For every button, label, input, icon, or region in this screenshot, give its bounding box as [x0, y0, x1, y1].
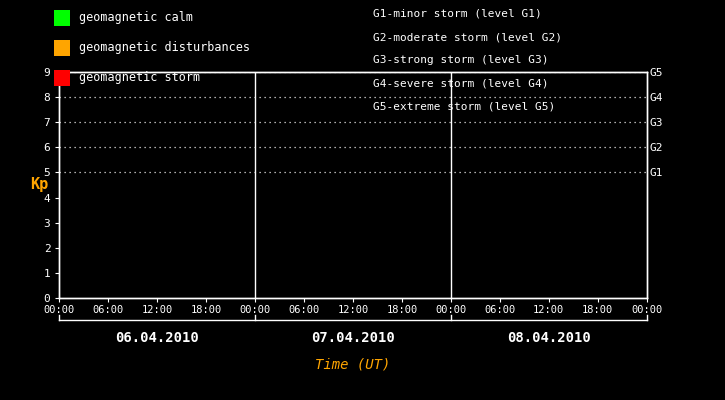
Text: 08.04.2010: 08.04.2010 [507, 331, 591, 345]
Text: geomagnetic disturbances: geomagnetic disturbances [79, 42, 250, 54]
Text: 07.04.2010: 07.04.2010 [311, 331, 395, 345]
Text: G4-severe storm (level G4): G4-severe storm (level G4) [373, 78, 549, 89]
Text: G5-extreme storm (level G5): G5-extreme storm (level G5) [373, 102, 555, 112]
Text: Time (UT): Time (UT) [315, 357, 391, 371]
Text: G1-minor storm (level G1): G1-minor storm (level G1) [373, 9, 542, 19]
Text: 06.04.2010: 06.04.2010 [115, 331, 199, 345]
Text: geomagnetic calm: geomagnetic calm [79, 12, 193, 24]
Text: G3-strong storm (level G3): G3-strong storm (level G3) [373, 56, 549, 66]
Text: G2-moderate storm (level G2): G2-moderate storm (level G2) [373, 32, 563, 42]
Y-axis label: Kp: Kp [30, 178, 49, 192]
Text: geomagnetic storm: geomagnetic storm [79, 72, 200, 84]
